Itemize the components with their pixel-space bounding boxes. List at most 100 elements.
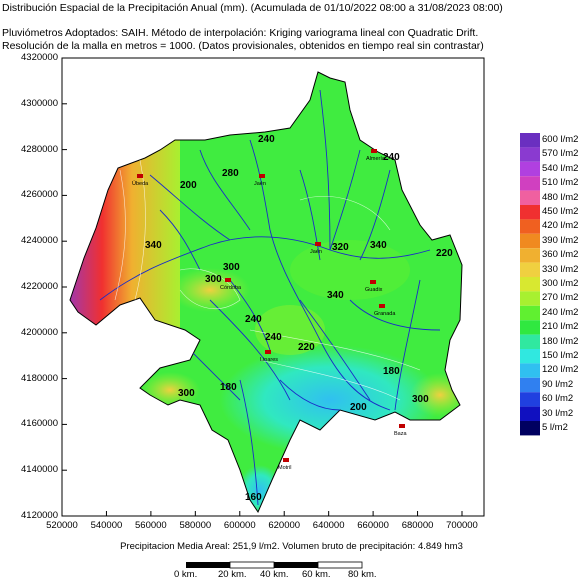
method-line: Pluviómetros Adoptados: SAIH. Método de … xyxy=(2,27,479,39)
place-label: Úbeda xyxy=(132,180,149,187)
legend-swatch xyxy=(520,305,540,321)
contour-label: 240 xyxy=(258,134,275,145)
y-tick-label: 4120000 xyxy=(21,510,58,521)
scale-label: 40 km. xyxy=(260,569,289,580)
legend-swatch xyxy=(520,233,540,249)
city-marker xyxy=(370,280,376,284)
legend-label: 540 l/m2 xyxy=(542,162,579,174)
x-tick-label: 520000 xyxy=(46,520,78,531)
x-tick-label: 700000 xyxy=(446,520,478,531)
place-label: Almería xyxy=(366,156,386,162)
axis-ticks xyxy=(61,57,463,517)
place-label: Córdoba xyxy=(220,285,242,291)
x-tick-label: 680000 xyxy=(401,520,434,531)
scale-bar xyxy=(186,561,363,569)
legend-swatch xyxy=(520,377,540,393)
contour-label: 300 xyxy=(412,394,429,405)
legend-swatch xyxy=(520,392,540,407)
contour-label: 340 xyxy=(370,240,387,251)
legend-swatch xyxy=(520,277,540,292)
city-marker xyxy=(137,174,143,178)
legend-label: 5 l/m2 xyxy=(542,422,568,433)
place-label: Baza xyxy=(394,431,407,437)
x-tick-label: 540000 xyxy=(90,520,123,531)
contour-labels: 2402802003403003403403203002402401803001… xyxy=(145,134,453,503)
legend-label: 300 l/m2 xyxy=(542,278,579,289)
y-tick-label: 4320000 xyxy=(21,52,58,63)
contour-label: 240 xyxy=(265,332,282,343)
x-tick-label: 640000 xyxy=(312,520,345,531)
legend-label: 60 l/m2 xyxy=(542,393,574,405)
legend-swatch xyxy=(520,161,540,177)
legend-swatch xyxy=(520,190,540,205)
legend-swatch xyxy=(520,219,540,234)
place-label: Granada xyxy=(374,311,396,317)
legend-label: 270 l/m2 xyxy=(542,292,579,304)
legend-label: 180 l/m2 xyxy=(542,335,579,347)
x-tick-label: 620000 xyxy=(268,520,301,531)
legend-label: 30 l/m2 xyxy=(542,407,574,419)
contour-label: 220 xyxy=(436,248,453,259)
contour-label: 200 xyxy=(350,402,367,413)
place-label: Motril xyxy=(278,465,291,471)
legend-label: 390 l/m2 xyxy=(542,234,579,246)
legend-swatch xyxy=(520,349,540,364)
scale-label: 80 km. xyxy=(348,569,377,580)
legend-label: 570 l/m2 xyxy=(542,148,579,160)
contour-label: 200 xyxy=(180,180,197,191)
contour-label: 320 xyxy=(332,242,349,253)
legend-label: 90 l/m2 xyxy=(542,378,574,390)
city-marker xyxy=(379,304,385,308)
contour-label: 240 xyxy=(383,152,400,163)
legend-swatch xyxy=(520,421,540,436)
y-tick-label: 4280000 xyxy=(21,143,58,155)
legend-label: 480 l/m2 xyxy=(542,191,579,203)
areal-mean-footer: Precipitacion Media Areal: 251,9 l/m2. V… xyxy=(120,541,463,552)
y-tick-label: 4300000 xyxy=(21,97,58,109)
legend-swatch xyxy=(520,205,540,220)
legend-label: 600 l/m2 xyxy=(542,134,579,145)
y-tick-label: 4260000 xyxy=(21,189,58,201)
y-tick-label: 4180000 xyxy=(21,372,58,384)
place-label: Jaén xyxy=(254,181,266,187)
city-marker xyxy=(371,149,377,153)
scale-label: 0 km. xyxy=(174,569,198,580)
contour-label: 180 xyxy=(220,382,237,393)
x-tick-label: 560000 xyxy=(135,520,167,531)
x-tick-label: 580000 xyxy=(179,520,212,531)
legend-label: 120 l/m2 xyxy=(542,364,579,376)
scale-label: 20 km. xyxy=(218,569,247,580)
legend-swatch xyxy=(520,262,540,277)
legend-label: 510 l/m2 xyxy=(542,177,579,189)
legend-swatch xyxy=(520,363,540,378)
x-tick-label: 600000 xyxy=(223,520,256,531)
contour-label: 300 xyxy=(223,262,240,273)
legend-label: 360 l/m2 xyxy=(542,249,579,261)
legend-label: 420 l/m2 xyxy=(542,220,579,232)
y-tick-label: 4240000 xyxy=(21,235,58,247)
x-tick-label: 660000 xyxy=(357,520,389,531)
resolution-line: Resolución de la malla en metros = 1000.… xyxy=(2,40,484,52)
contour-label: 300 xyxy=(178,388,195,399)
city-marker xyxy=(399,424,405,428)
city-marker xyxy=(259,174,265,178)
y-tick-label: 4220000 xyxy=(21,281,58,292)
contour-label: 240 xyxy=(245,314,262,325)
legend-swatch xyxy=(520,291,540,306)
basin-outline xyxy=(69,71,463,514)
y-tick-label: 4140000 xyxy=(21,464,58,476)
legend-color-bar xyxy=(520,133,540,436)
contour-label: 180 xyxy=(383,366,400,377)
scale-label: 60 km. xyxy=(302,569,331,580)
contour-label: 160 xyxy=(245,492,262,503)
city-marker xyxy=(265,350,271,354)
legend-swatch xyxy=(520,334,540,349)
map-title: Distribución Espacial de la Precipitació… xyxy=(2,2,503,14)
legend-label: 240 l/m2 xyxy=(542,306,579,318)
legend-label: 450 l/m2 xyxy=(542,206,579,217)
place-labels: Jaén Almería Córdoba Jaén Linares Granada Motr… xyxy=(132,149,407,471)
place-label: Linares xyxy=(260,357,278,363)
city-marker xyxy=(283,458,289,462)
contour-label: 220 xyxy=(298,342,315,353)
